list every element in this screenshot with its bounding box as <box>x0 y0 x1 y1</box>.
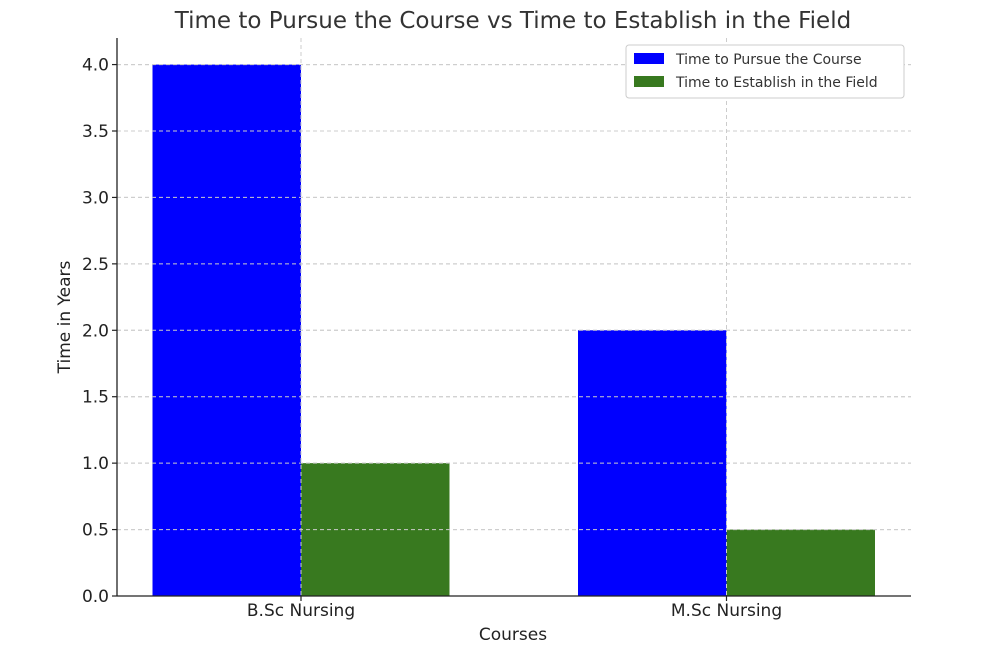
bars <box>117 38 911 597</box>
legend-swatch <box>634 53 664 64</box>
y-tick-label: 0.0 <box>82 587 109 607</box>
x-axis-label: Courses <box>479 625 547 645</box>
x-tick-label: M.Sc Nursing <box>671 601 782 621</box>
y-tick-label: 3.5 <box>82 122 109 142</box>
y-axis-label: Time in Years <box>55 260 75 374</box>
legend-swatch <box>634 76 664 87</box>
bar-establish <box>301 463 450 596</box>
y-tick-label: 1.5 <box>82 388 109 408</box>
x-tick-label: B.Sc Nursing <box>247 601 355 621</box>
y-tick-label: 3.0 <box>82 188 109 208</box>
legend-box <box>625 44 905 99</box>
legend-label: Time to Pursue the Course <box>675 52 862 68</box>
axes: 0.0 0.5 1.0 1.5 2.0 2.5 3.0 3.5 4.0 B.Sc Nursing M… <box>82 38 911 621</box>
bar-establish <box>726 529 875 596</box>
legend: Time to Pursue the Course Time to Establi… <box>625 44 905 99</box>
y-tick-label: 0.5 <box>82 521 109 541</box>
bar-pursue <box>152 64 301 597</box>
y-tick-label: 2.5 <box>82 255 109 275</box>
y-tick-label: 2.0 <box>82 321 109 341</box>
y-tick-label: 4.0 <box>82 56 109 76</box>
chart-title: Time to Pursue the Course vs Time to Est… <box>174 8 851 34</box>
y-tick-label: 1.0 <box>82 454 109 474</box>
legend-label: Time to Establish in the Field <box>675 75 878 91</box>
